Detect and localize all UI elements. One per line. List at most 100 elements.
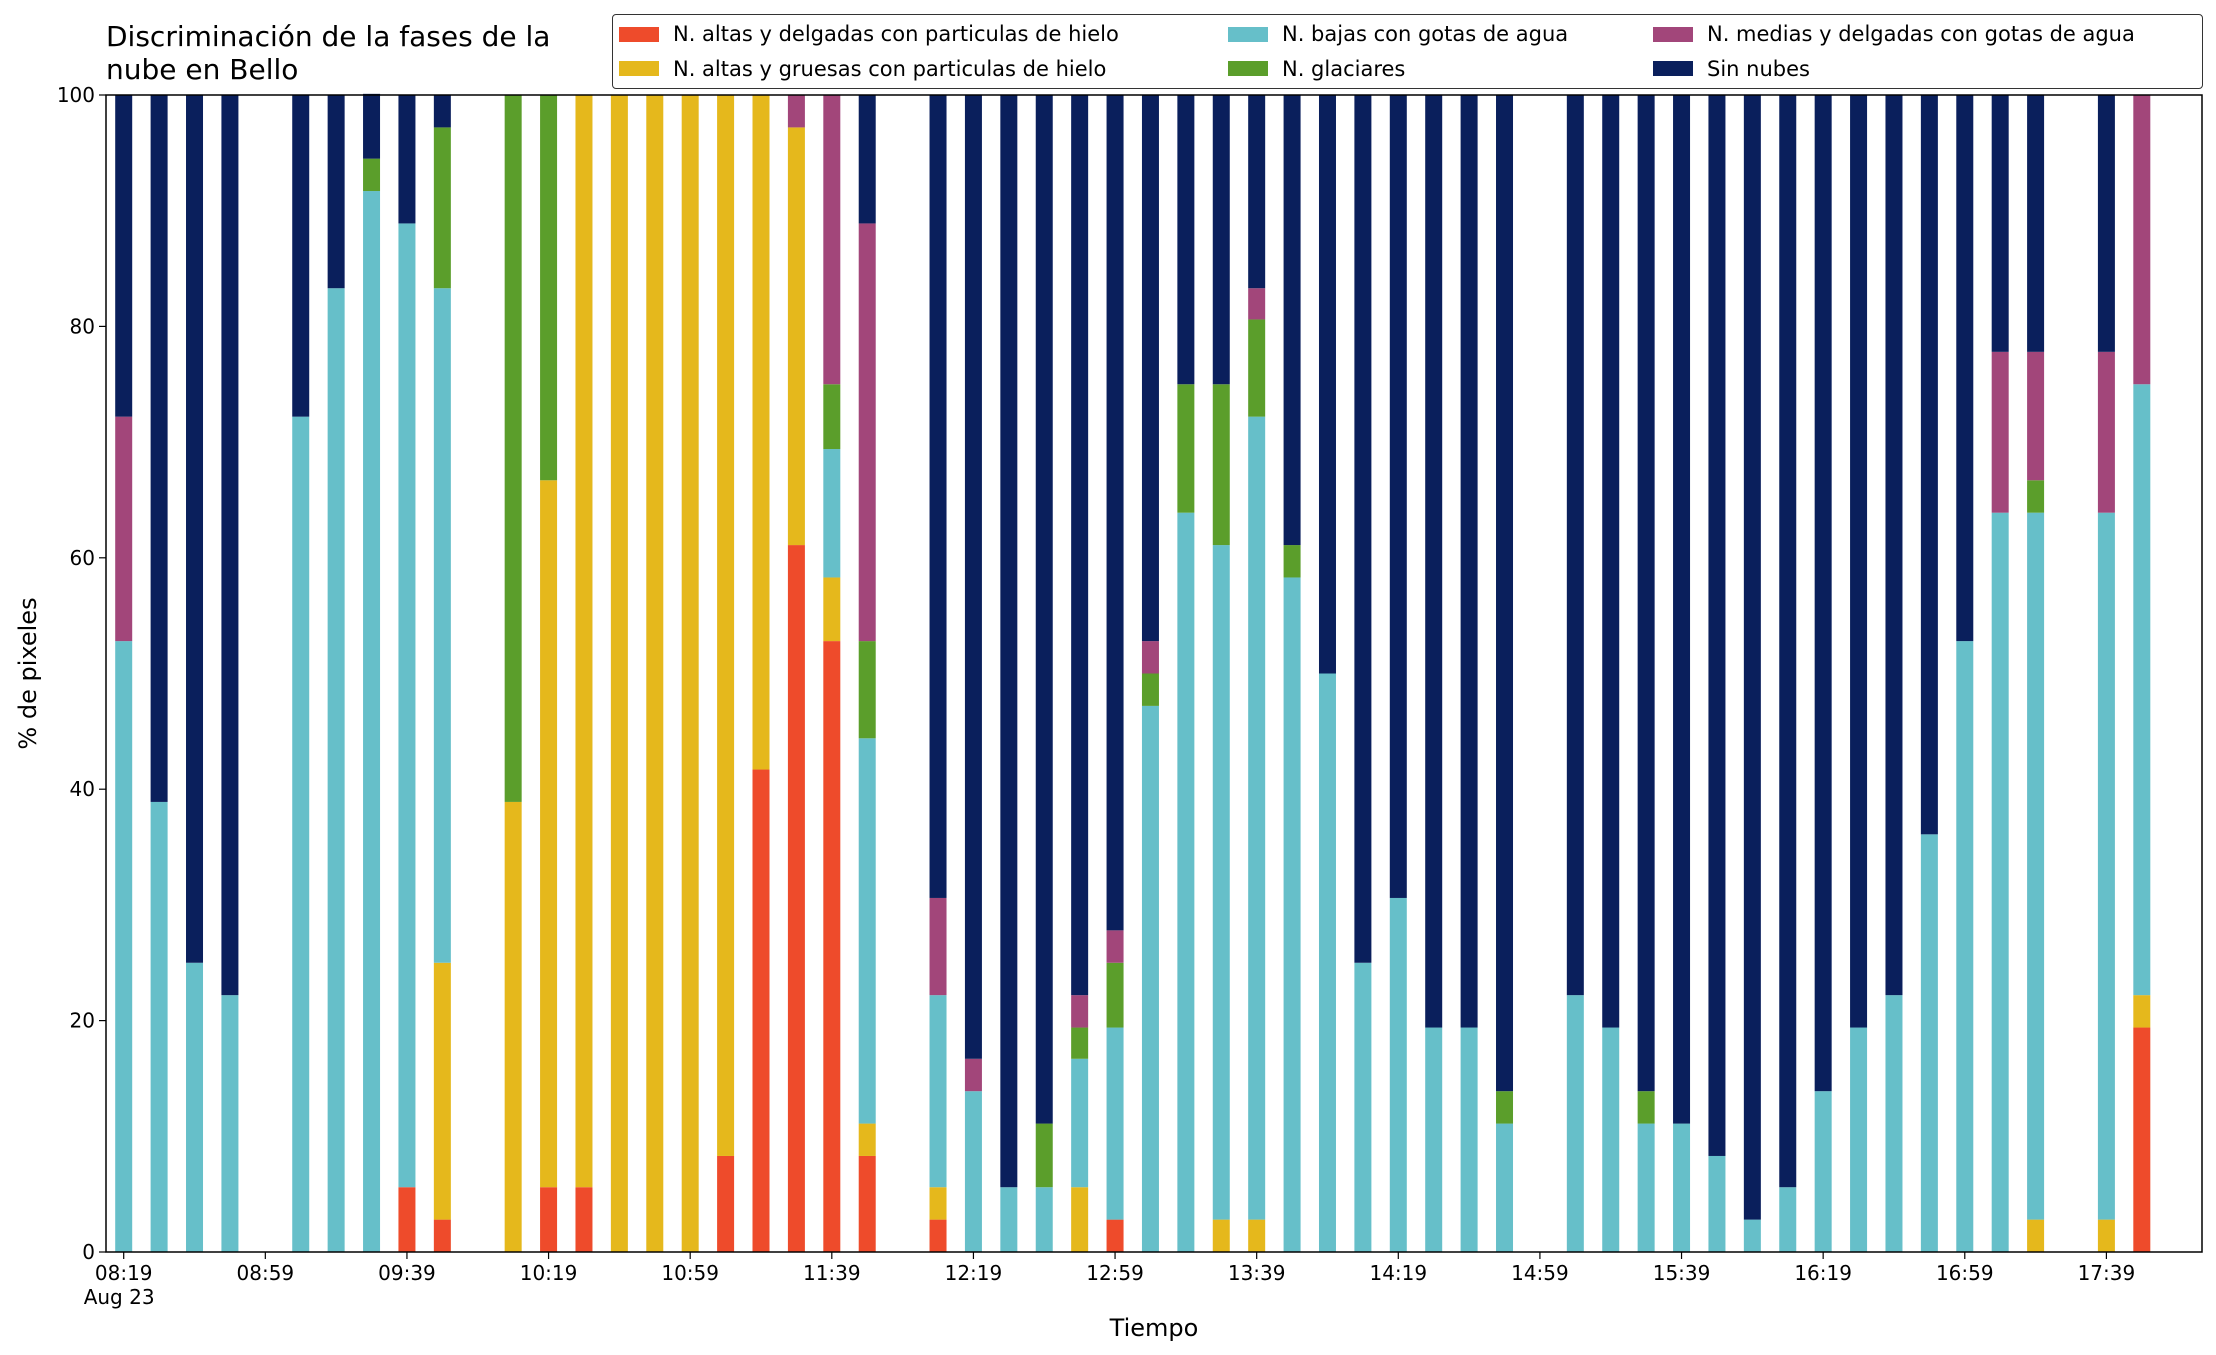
- bar-segment: [1354, 962, 1372, 1252]
- legend-swatch: [619, 26, 659, 42]
- bar-segment: [964, 1091, 982, 1252]
- bar-segment: [1991, 351, 2009, 513]
- legend-swatch: [1228, 26, 1268, 42]
- bar-segment: [1071, 1187, 1089, 1252]
- y-tick-label: 80: [70, 314, 95, 338]
- bar-segment: [929, 95, 947, 898]
- bar-segment: [1602, 95, 1620, 1028]
- bar-segment: [1814, 95, 1832, 1092]
- bar-segment: [1496, 95, 1514, 1092]
- bar-segment: [433, 1219, 451, 1252]
- bar-segment: [823, 95, 841, 385]
- bar-segment: [1460, 1027, 1478, 1252]
- x-tick-label: 12:19: [945, 1261, 1003, 1285]
- bar-segment: [1779, 95, 1797, 1188]
- legend-item: N. bajas con gotas de agua: [1228, 22, 1653, 46]
- bar-segment: [1177, 95, 1195, 385]
- bar-segment: [1956, 95, 1974, 642]
- bar-segment: [929, 995, 947, 1188]
- bar-segment: [1496, 1123, 1514, 1252]
- bar-segment: [858, 95, 876, 224]
- chart-title: Discriminación de la fases de la nube en…: [106, 20, 551, 86]
- bar-segment: [964, 1058, 982, 1092]
- bar-segment: [1283, 577, 1301, 1252]
- bar-segment: [1637, 1091, 1655, 1124]
- bar-segment: [1212, 95, 1230, 385]
- legend-label: Sin nubes: [1707, 56, 1810, 81]
- bar-segment: [575, 95, 593, 1188]
- bar-segment: [1885, 995, 1903, 1252]
- legend-swatch: [1228, 61, 1268, 77]
- bar-segment: [1248, 95, 1266, 289]
- x-tick-label: 14:19: [1369, 1261, 1427, 1285]
- bar-segment: [823, 449, 841, 578]
- bar-segment: [1071, 1058, 1089, 1188]
- bar-segment: [1460, 95, 1478, 1028]
- y-tick-label: 40: [70, 777, 95, 801]
- bar-segment: [1920, 834, 1938, 1252]
- bar-segment: [398, 1187, 416, 1252]
- bar-segment: [433, 288, 451, 963]
- bar-segment: [1779, 1187, 1797, 1252]
- bar-segment: [115, 641, 133, 1252]
- bar-segment: [2133, 1027, 2151, 1252]
- bar-segment: [2097, 95, 2115, 352]
- legend-label: N. altas y delgadas con particulas de hi…: [673, 22, 1119, 47]
- y-tick-label: 100: [57, 83, 95, 107]
- bar-segment: [327, 288, 345, 1252]
- bar-segment: [2133, 384, 2151, 996]
- bar-segment: [1106, 1027, 1124, 1220]
- bar-segment: [363, 191, 381, 1252]
- x-tick-label: 08:19: [95, 1261, 153, 1285]
- bar-segment: [1814, 1091, 1832, 1252]
- bar-segment: [610, 95, 628, 1252]
- legend-item: N. glaciares: [1228, 57, 1653, 81]
- bar-segment: [363, 93, 381, 159]
- legend-item: N. medias y delgadas con gotas de agua: [1653, 22, 2196, 46]
- y-tick-label: 60: [70, 546, 95, 570]
- bar-segment: [292, 95, 310, 417]
- bar-segment: [787, 127, 805, 546]
- bar-segment: [2027, 95, 2045, 352]
- bar-segment: [1743, 1219, 1761, 1252]
- bar-segment: [1248, 319, 1266, 417]
- bar-segment: [1708, 95, 1726, 1156]
- bar-segment: [2133, 995, 2151, 1028]
- x-tick-label: 10:59: [661, 1261, 719, 1285]
- bar-segment: [1212, 384, 1230, 546]
- bar-segment: [1000, 95, 1018, 1188]
- bar-segment: [1673, 1123, 1691, 1252]
- bar-segment: [2097, 1219, 2115, 1252]
- bar-segment: [540, 1187, 558, 1252]
- bar-segment: [398, 223, 416, 1188]
- bar-segment: [823, 384, 841, 450]
- bar-segment: [1885, 95, 1903, 996]
- bar-segment: [1035, 95, 1053, 1124]
- bar-segment: [1141, 641, 1159, 674]
- x-tick-label: 14:59: [1511, 1261, 1569, 1285]
- bar-segment: [1318, 673, 1336, 1252]
- bar-segment: [2027, 480, 2045, 513]
- bar-segment: [1000, 1187, 1018, 1252]
- legend-item: N. altas y gruesas con particulas de hie…: [619, 57, 1228, 81]
- bar-segment: [1991, 95, 2009, 352]
- bar-segment: [964, 95, 982, 1059]
- bar-segment: [1425, 95, 1443, 1028]
- bar-segment: [1248, 1219, 1266, 1252]
- y-tick-label: 20: [70, 1009, 95, 1033]
- bar-segment: [1035, 1123, 1053, 1188]
- bar-segment: [1071, 995, 1089, 1028]
- bar-segment: [1248, 416, 1266, 1220]
- bar-segment: [858, 641, 876, 739]
- bar-segment: [1496, 1091, 1514, 1124]
- bar-segment: [186, 962, 204, 1252]
- bar-segment: [1637, 1123, 1655, 1252]
- bar-segment: [2133, 95, 2151, 385]
- x-tick-label: 11:39: [803, 1261, 861, 1285]
- bar-segment: [929, 1219, 947, 1252]
- bar-segment: [858, 738, 876, 1124]
- bar-segment: [1283, 95, 1301, 546]
- bar-segment: [433, 962, 451, 1220]
- legend-swatch: [1653, 61, 1693, 77]
